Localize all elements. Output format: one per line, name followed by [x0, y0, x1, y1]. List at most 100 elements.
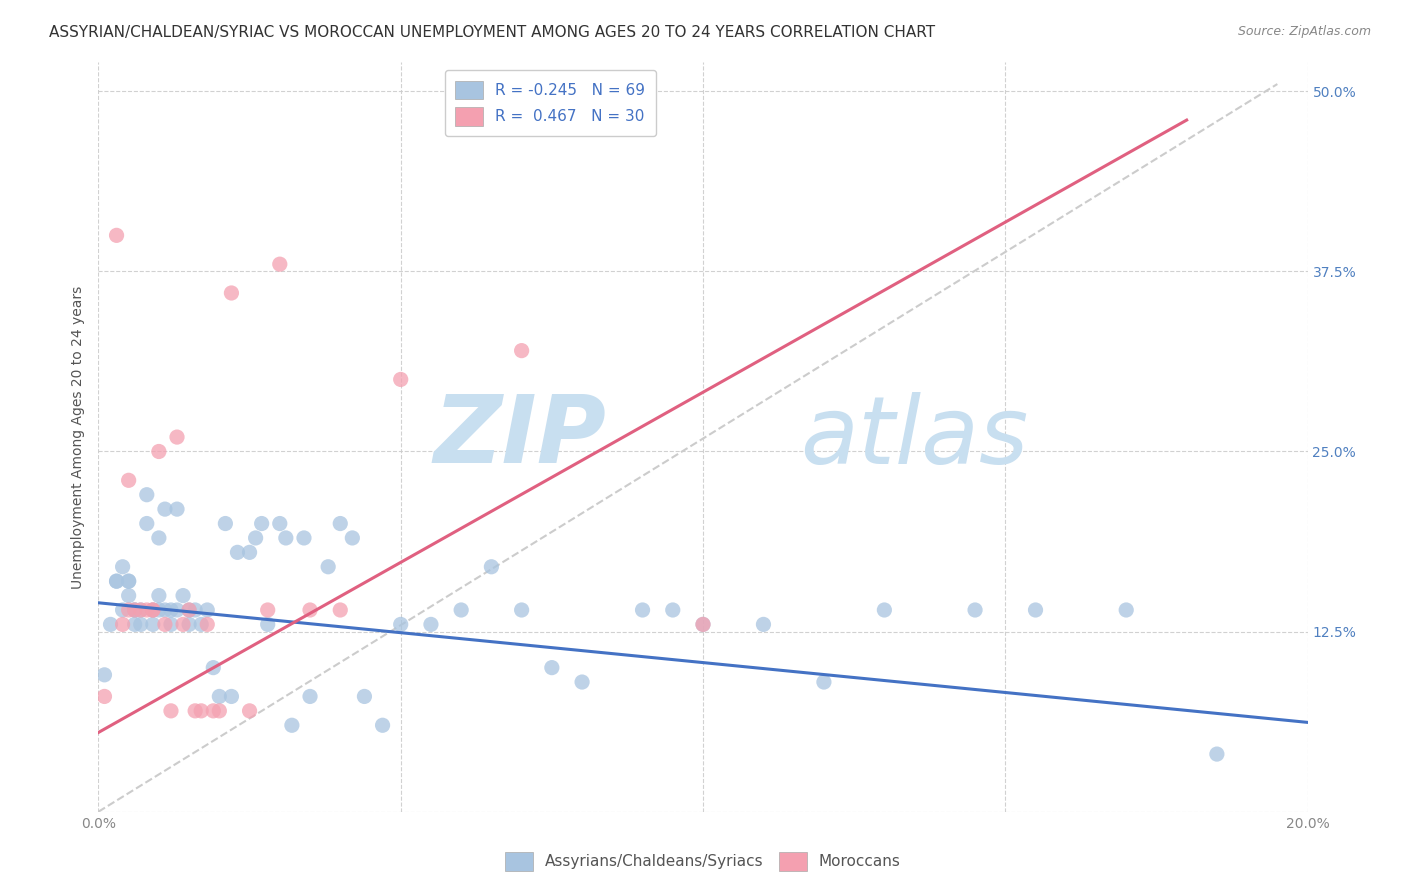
- Point: [208, 704, 231, 718]
- Point: [510, 603, 533, 617]
- Point: [256, 617, 278, 632]
- Point: [571, 675, 593, 690]
- Point: [1115, 603, 1137, 617]
- Point: [135, 488, 157, 502]
- Point: [1024, 603, 1046, 617]
- Point: [142, 617, 165, 632]
- Point: [329, 516, 352, 531]
- Point: [510, 343, 533, 358]
- Point: [93, 690, 115, 704]
- Point: [269, 516, 291, 531]
- Text: ASSYRIAN/CHALDEAN/SYRIAC VS MOROCCAN UNEMPLOYMENT AMONG AGES 20 TO 24 YEARS CORR: ASSYRIAN/CHALDEAN/SYRIAC VS MOROCCAN UNE…: [49, 25, 935, 40]
- Point: [274, 531, 297, 545]
- Point: [124, 603, 146, 617]
- Point: [292, 531, 315, 545]
- Point: [208, 690, 231, 704]
- Point: [184, 603, 207, 617]
- Point: [299, 690, 322, 704]
- Point: [389, 617, 412, 632]
- Point: [813, 675, 835, 690]
- Point: [166, 430, 188, 444]
- Point: [389, 372, 412, 386]
- Point: [124, 617, 146, 632]
- Point: [148, 531, 170, 545]
- Y-axis label: Unemployment Among Ages 20 to 24 years: Unemployment Among Ages 20 to 24 years: [70, 285, 84, 589]
- Point: [118, 574, 141, 589]
- Point: [245, 531, 267, 545]
- Point: [142, 603, 165, 617]
- Point: [214, 516, 236, 531]
- Point: [129, 603, 152, 617]
- Point: [153, 603, 176, 617]
- Point: [195, 617, 218, 632]
- Point: [179, 617, 201, 632]
- Point: [342, 531, 364, 545]
- Point: [160, 617, 183, 632]
- Text: ZIP: ZIP: [433, 391, 606, 483]
- Point: [692, 617, 714, 632]
- Point: [221, 690, 243, 704]
- Point: [148, 603, 170, 617]
- Point: [1206, 747, 1229, 761]
- Point: [153, 502, 176, 516]
- Point: [172, 617, 194, 632]
- Point: [118, 589, 141, 603]
- Point: [124, 603, 146, 617]
- Point: [239, 704, 262, 718]
- Point: [184, 704, 207, 718]
- Point: [135, 603, 157, 617]
- Point: [124, 603, 146, 617]
- Point: [221, 285, 243, 300]
- Point: [299, 603, 322, 617]
- Point: [190, 704, 212, 718]
- Point: [481, 559, 503, 574]
- Point: [160, 603, 183, 617]
- Point: [540, 660, 562, 674]
- Point: [239, 545, 262, 559]
- Point: [118, 473, 141, 487]
- Point: [250, 516, 273, 531]
- Point: [160, 704, 183, 718]
- Point: [105, 574, 128, 589]
- Point: [105, 574, 128, 589]
- Point: [111, 617, 134, 632]
- Point: [195, 603, 218, 617]
- Point: [118, 574, 141, 589]
- Point: [179, 603, 201, 617]
- Point: [111, 603, 134, 617]
- Point: [631, 603, 654, 617]
- Point: [166, 603, 188, 617]
- Point: [148, 589, 170, 603]
- Point: [118, 603, 141, 617]
- Point: [105, 228, 128, 243]
- Point: [353, 690, 375, 704]
- Legend: Assyrians/Chaldeans/Syriacs, Moroccans: Assyrians/Chaldeans/Syriacs, Moroccans: [496, 843, 910, 880]
- Point: [965, 603, 987, 617]
- Point: [420, 617, 443, 632]
- Text: Source: ZipAtlas.com: Source: ZipAtlas.com: [1237, 25, 1371, 38]
- Point: [450, 603, 472, 617]
- Point: [142, 603, 165, 617]
- Point: [172, 589, 194, 603]
- Point: [129, 603, 152, 617]
- Point: [269, 257, 291, 271]
- Point: [111, 559, 134, 574]
- Point: [166, 502, 188, 516]
- Point: [873, 603, 896, 617]
- Point: [179, 603, 201, 617]
- Point: [316, 559, 339, 574]
- Point: [329, 603, 352, 617]
- Point: [752, 617, 775, 632]
- Point: [371, 718, 394, 732]
- Point: [129, 617, 152, 632]
- Point: [135, 516, 157, 531]
- Point: [202, 704, 225, 718]
- Point: [256, 603, 278, 617]
- Point: [202, 660, 225, 674]
- Point: [93, 668, 115, 682]
- Point: [153, 617, 176, 632]
- Point: [661, 603, 683, 617]
- Text: atlas: atlas: [800, 392, 1028, 483]
- Point: [190, 617, 212, 632]
- Point: [226, 545, 249, 559]
